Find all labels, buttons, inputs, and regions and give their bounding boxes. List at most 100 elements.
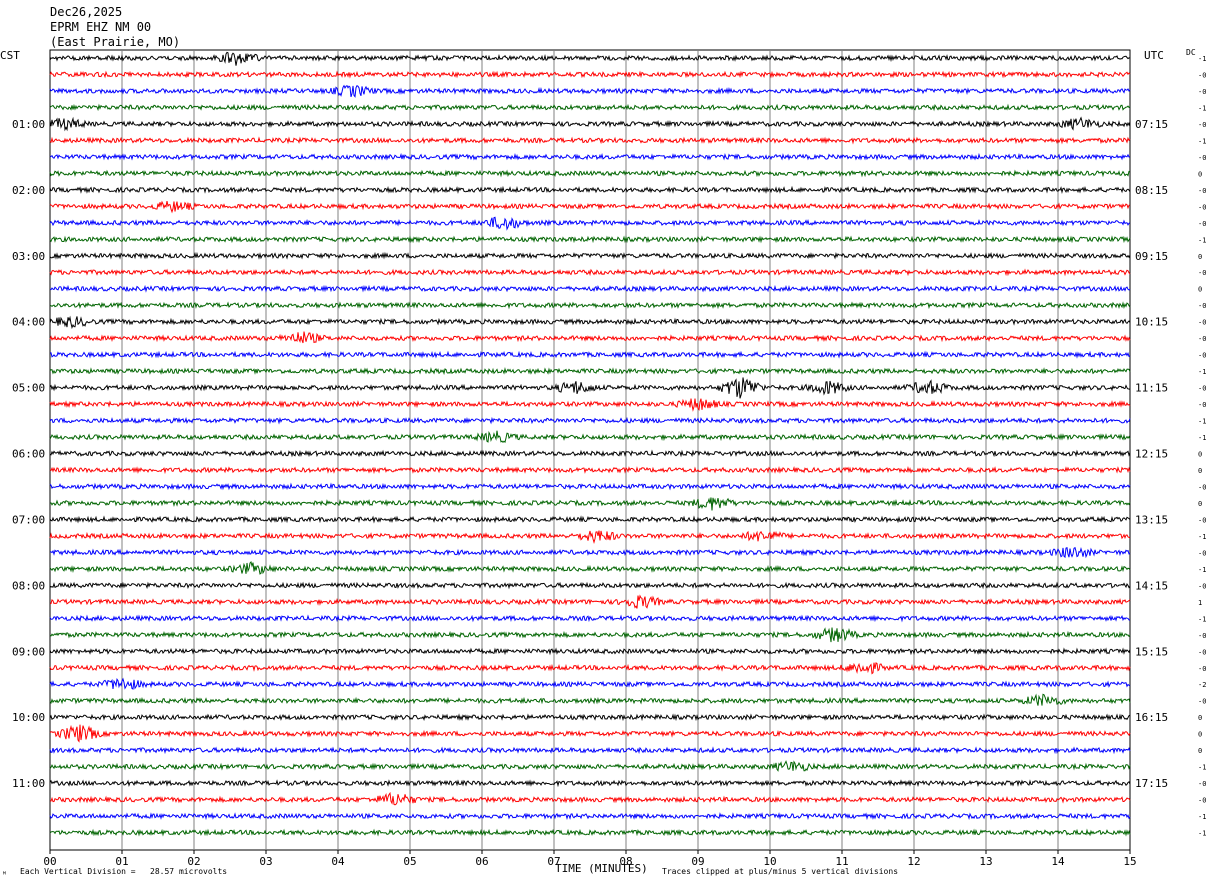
trace-line	[49, 152, 1131, 161]
left-hour-label: 01:00	[12, 118, 45, 131]
dc-offset-label: -1	[1198, 830, 1206, 838]
dc-offset-label: -0	[1198, 780, 1206, 788]
x-tick-label: 14	[1051, 855, 1065, 868]
dc-offset-label: 1	[1198, 599, 1202, 607]
dc-offset-label: -1	[1198, 764, 1206, 772]
dc-offset-label: -0	[1198, 71, 1206, 79]
trace-line	[49, 200, 1131, 214]
trace-line	[49, 449, 1131, 458]
dc-offset-label: -1	[1198, 55, 1206, 63]
trace-line	[49, 546, 1131, 559]
trace-line	[49, 482, 1131, 491]
x-axis-title: TIME (MINUTES)	[555, 862, 648, 875]
header-station: EPRM EHZ NM 00	[50, 20, 152, 34]
dc-offset-label: 0	[1198, 253, 1202, 261]
x-tick-label: 01	[115, 855, 128, 868]
trace-line	[49, 136, 1131, 145]
dc-offset-label: -0	[1198, 269, 1206, 277]
right-hour-label: 16:15	[1135, 711, 1168, 724]
dc-offset-label: -0	[1198, 121, 1206, 129]
trace-line	[49, 51, 1131, 66]
dc-offset-label: -0	[1198, 302, 1206, 310]
trace-line	[49, 746, 1131, 755]
trace-line	[49, 430, 1131, 444]
right-hour-label: 07:15	[1135, 118, 1168, 131]
trace-line	[49, 581, 1131, 590]
left-timezone-label: CST	[0, 49, 20, 62]
dc-offset-label: 0	[1198, 714, 1202, 722]
left-hour-label: 06:00	[12, 448, 45, 461]
left-hour-label: 08:00	[12, 579, 45, 592]
dc-offset-label: -0	[1198, 549, 1206, 557]
dc-offset-label: 0	[1198, 467, 1202, 475]
x-tick-label: 12	[907, 855, 920, 868]
x-tick-label: 03	[259, 855, 272, 868]
trace-line	[49, 116, 1131, 132]
dc-offset-label: -1	[1198, 418, 1206, 426]
x-tick-label: 10	[763, 855, 776, 868]
x-tick-label: 05	[403, 855, 416, 868]
trace-line	[49, 560, 1131, 575]
dc-offset-label: -0	[1198, 665, 1206, 673]
trace-line	[49, 416, 1131, 425]
dc-offset-label: -0	[1198, 698, 1206, 706]
trace-line	[49, 84, 1131, 98]
trace-line	[49, 377, 1131, 399]
trace-line	[49, 713, 1131, 722]
dc-offset-label: 0	[1198, 451, 1202, 459]
right-hour-label: 10:15	[1135, 316, 1168, 329]
trace-line	[49, 251, 1131, 260]
trace-line	[49, 301, 1131, 310]
dc-offset-header: DC	[1186, 48, 1196, 57]
trace-line	[49, 169, 1131, 178]
dc-offset-label: -1	[1198, 813, 1206, 821]
trace-line	[49, 284, 1131, 293]
trace-line	[49, 367, 1131, 376]
trace-line	[49, 530, 1131, 544]
trace-line	[49, 662, 1131, 675]
left-hour-label: 05:00	[12, 382, 45, 395]
left-hour-label: 07:00	[12, 513, 45, 526]
dc-offset-label: -1	[1198, 533, 1206, 541]
trace-line	[49, 235, 1131, 244]
x-tick-label: 08	[619, 855, 632, 868]
right-hour-label: 14:15	[1135, 579, 1168, 592]
x-tick-label: 11	[835, 855, 848, 868]
right-hour-label: 11:15	[1135, 382, 1168, 395]
dc-offset-label: -0	[1198, 582, 1206, 590]
trace-line	[49, 828, 1131, 837]
right-hour-label: 08:15	[1135, 184, 1168, 197]
trace-line	[49, 791, 1131, 806]
trace-line	[49, 466, 1131, 475]
dc-offset-label: -0	[1198, 220, 1206, 228]
left-hour-label: 03:00	[12, 250, 45, 263]
right-hour-label: 09:15	[1135, 250, 1168, 263]
dc-offset-label: -1	[1198, 566, 1206, 574]
dc-offset-label: -0	[1198, 648, 1206, 656]
trace-line	[49, 677, 1131, 690]
dc-offset-label: 0	[1198, 170, 1202, 178]
dc-offset-label: -0	[1198, 154, 1206, 162]
trace-line	[49, 647, 1131, 656]
trace-line	[49, 350, 1131, 359]
footer-mark: ᴹ	[2, 870, 7, 879]
trace-line	[49, 315, 1131, 330]
trace-line	[49, 398, 1131, 412]
dc-offset-label: 0	[1198, 286, 1202, 294]
dc-offset-label: 0	[1198, 500, 1202, 508]
trace-line	[49, 497, 1131, 511]
header-location: (East Prairie, MO)	[50, 35, 181, 49]
trace-line	[49, 724, 1131, 743]
trace-line	[49, 70, 1131, 79]
left-hour-label: 04:00	[12, 316, 45, 329]
dc-offset-label: -0	[1198, 88, 1206, 96]
trace-line	[49, 627, 1131, 643]
dc-offset-label: -0	[1198, 203, 1206, 211]
x-tick-label: 02	[187, 855, 200, 868]
trace-line	[49, 614, 1131, 623]
left-hour-label: 02:00	[12, 184, 45, 197]
dc-offset-label: -1	[1198, 137, 1206, 145]
left-hour-label: 11:00	[12, 777, 45, 790]
right-hour-label: 13:15	[1135, 513, 1168, 526]
